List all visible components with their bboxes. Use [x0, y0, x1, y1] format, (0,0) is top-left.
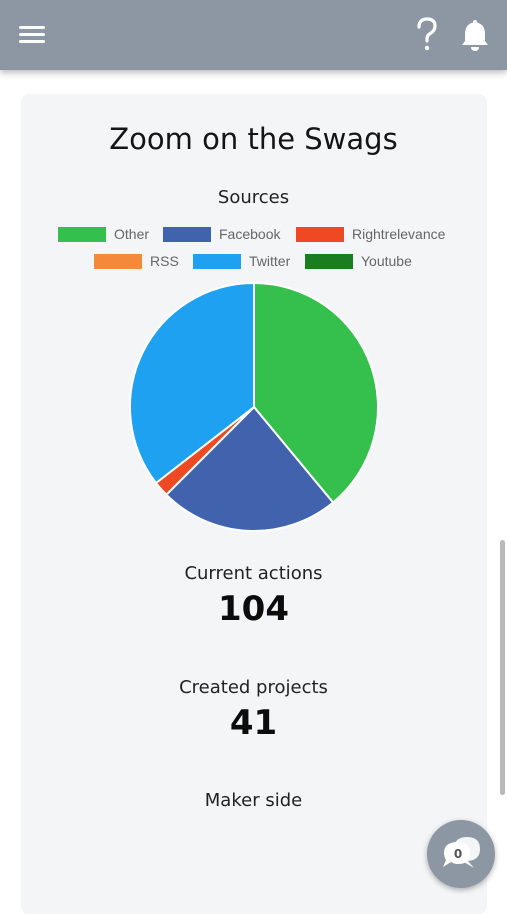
created-projects-label: Created projects — [179, 677, 328, 698]
legend-label-facebook: Facebook — [219, 226, 281, 242]
chart-title: Sources — [217, 187, 290, 208]
legend-swatch-rss — [94, 254, 142, 269]
created-projects-value: 41 — [229, 703, 278, 743]
card-title: Zoom on the Swags — [109, 122, 398, 156]
legend-swatch-twitter — [193, 254, 241, 269]
current-actions-label: Current actions — [184, 563, 323, 584]
legend-label-youtube: Youtube — [361, 253, 412, 269]
chat-bubble-icon: 0 — [443, 837, 480, 868]
legend-label-other: Other — [114, 226, 150, 242]
legend-label-rightrelevance: Rightrelevance — [352, 226, 446, 242]
hamburger-menu-icon[interactable] — [16, 22, 48, 48]
maker-side-label: Maker side — [204, 790, 303, 811]
chat-button[interactable]: 0 — [427, 820, 495, 888]
top-app-bar — [0, 0, 507, 70]
legend-swatch-youtube — [305, 254, 353, 269]
chat-badge-count: 0 — [454, 847, 462, 861]
legend-swatch-rightrelevance — [296, 227, 344, 242]
legend-label-twitter: Twitter — [249, 253, 291, 269]
scrollbar-thumb[interactable] — [500, 540, 505, 795]
legend-swatch-facebook — [163, 227, 211, 242]
bell-icon[interactable] — [458, 16, 492, 54]
legend-label-rss: RSS — [150, 253, 179, 269]
current-actions-value: 104 — [218, 589, 289, 629]
question-mark-icon[interactable] — [410, 14, 444, 54]
legend-swatch-other — [58, 227, 106, 242]
